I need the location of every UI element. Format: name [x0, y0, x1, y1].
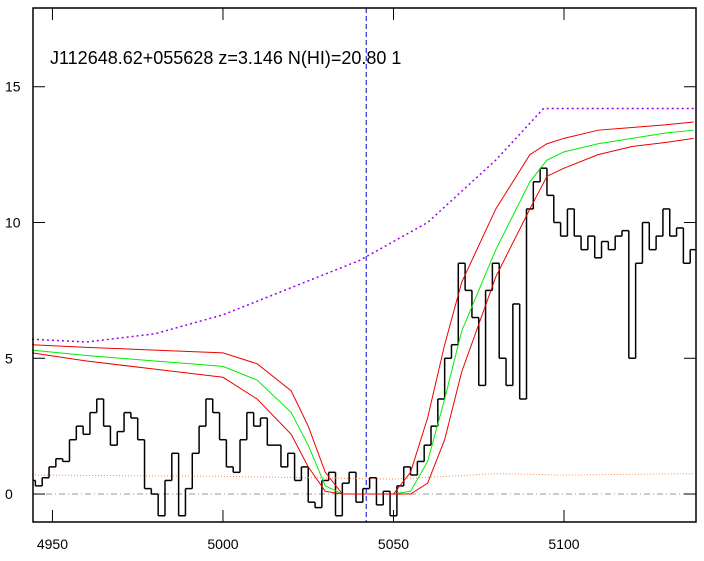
y-tick-label: 15: [5, 79, 21, 95]
y-tick-label: 0: [5, 486, 13, 502]
y-tick-label: 10: [5, 215, 21, 231]
model-line: [31, 473, 694, 480]
y-tick-label: 5: [5, 350, 13, 366]
plot-frame: [32, 7, 697, 523]
x-tick-label: 5100: [548, 536, 579, 552]
x-tick-label: 4950: [37, 536, 68, 552]
model-line: [31, 137, 694, 495]
model-line: [31, 107, 694, 343]
x-tick-label: 5000: [207, 536, 238, 552]
chart-title: J112648.62+055628 z=3.146 N(HI)=20.80 1: [50, 48, 401, 68]
x-tick-label: 5050: [378, 536, 409, 552]
model-line: [31, 129, 694, 495]
model-line: [31, 121, 694, 495]
